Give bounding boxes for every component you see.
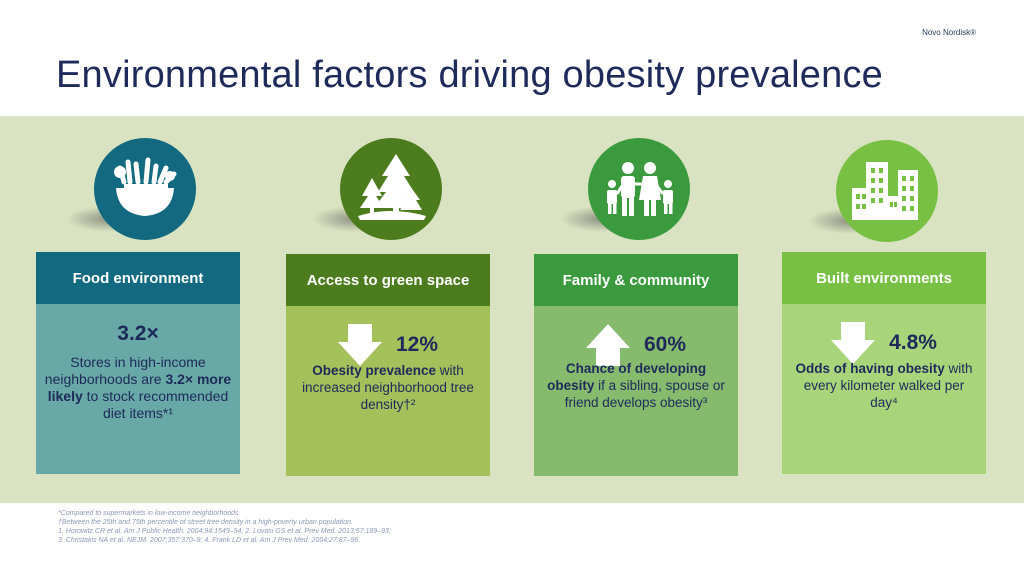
card-green-space: Access to green space 12% Obesity preval… xyxy=(286,254,490,476)
card-heading: Built environments xyxy=(782,252,986,304)
card-description: Odds of having obesity with every kilome… xyxy=(795,361,973,410)
buildings-icon xyxy=(836,140,938,242)
trees-icon xyxy=(340,138,442,240)
stat-value: 4.8% xyxy=(889,331,937,354)
card-heading: Access to green space xyxy=(286,254,490,306)
stat-value: 12% xyxy=(395,333,439,356)
arrow-down-icon xyxy=(337,324,382,366)
card-heading: Family & community xyxy=(534,254,738,306)
arrow-up-icon xyxy=(585,324,630,366)
footnote: 3. Christakis NA et al. NEJM. 2007;357:3… xyxy=(58,537,361,544)
card-description: Stores in high-income neighborhoods are … xyxy=(44,354,232,421)
arrow-down-icon xyxy=(831,322,876,364)
card-heading: Food environment xyxy=(36,252,240,304)
footnote: 1. Horowitz CR et al. Am J Public Health… xyxy=(58,528,391,535)
food-bowl-icon xyxy=(94,138,196,240)
stat-value: 3.2× xyxy=(117,322,159,345)
footnote: †Between the 25th and 75th percentile of… xyxy=(58,519,353,526)
card-description: Chance of developing obesity if a siblin… xyxy=(547,361,725,410)
card-body: 60% Chance of developing obesity if a si… xyxy=(534,306,738,476)
page-title: Environmental factors driving obesity pr… xyxy=(56,54,884,96)
brand-logo-text: Novo Nordisk® xyxy=(922,28,976,37)
stat-value: 60% xyxy=(643,333,687,356)
footnotes: *Compared to supermarkets in low-income … xyxy=(58,509,391,545)
footnote: *Compared to supermarkets in low-income … xyxy=(58,510,239,517)
card-family-community: Family & community 60% Chance of develop… xyxy=(534,254,738,476)
card-body: 3.2× Stores in high-income neighborhoods… xyxy=(36,304,240,474)
card-food-environment: Food environment 3.2× Stores in high-inc… xyxy=(36,252,240,474)
family-icon xyxy=(588,138,690,240)
card-built-environments: Built environments 4.8% Odds of having o… xyxy=(782,252,986,474)
card-description: Obesity prevalence with increased neighb… xyxy=(302,363,474,412)
card-body: 4.8% Odds of having obesity with every k… xyxy=(782,304,986,474)
card-body: 12% Obesity prevalence with increased ne… xyxy=(286,306,490,476)
